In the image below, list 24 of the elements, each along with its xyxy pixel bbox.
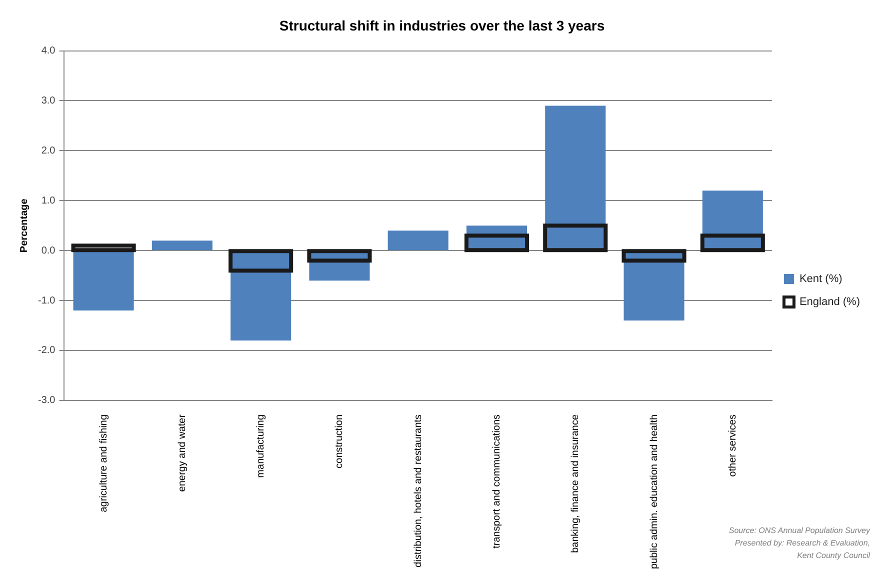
x-tick-label: public admin. education and health bbox=[648, 414, 660, 570]
source-note: Source: ONS Annual Population Survey bbox=[728, 526, 871, 536]
y-tick-label: -3.0 bbox=[38, 395, 56, 406]
x-tick-label: other services bbox=[727, 414, 738, 477]
y-tick-label: 1.0 bbox=[41, 195, 56, 206]
legend-label: England (%) bbox=[799, 296, 860, 308]
x-tick-label: energy and water bbox=[176, 414, 188, 492]
x-tick-label: distribution, hotels and restaurants bbox=[412, 414, 424, 568]
y-tick-label: -2.0 bbox=[38, 345, 56, 356]
x-tick-label: manufacturing bbox=[256, 414, 267, 478]
x-tick-label: construction bbox=[334, 414, 346, 468]
text: Kent County Council bbox=[797, 551, 870, 560]
y-tick-label: -1.0 bbox=[38, 295, 56, 306]
x-tick-label: banking, finance and insurance bbox=[570, 414, 582, 553]
text: Presented by: Research & Evaluation, bbox=[734, 538, 870, 548]
legend-label: Kent (%) bbox=[799, 273, 842, 286]
y-axis-title: Percentage bbox=[18, 198, 30, 253]
chart-title: Structural shift in industries over the last 3 years bbox=[279, 17, 605, 34]
x-tick-label: transport and communications bbox=[491, 414, 502, 548]
y-tick-label: 0.0 bbox=[41, 245, 56, 256]
x-tick-label: agriculture and fishing bbox=[98, 414, 110, 512]
y-tick-label: 4.0 bbox=[41, 46, 56, 57]
y-tick-label: 3.0 bbox=[41, 96, 56, 106]
y-tick-label: 2.0 bbox=[41, 145, 56, 156]
